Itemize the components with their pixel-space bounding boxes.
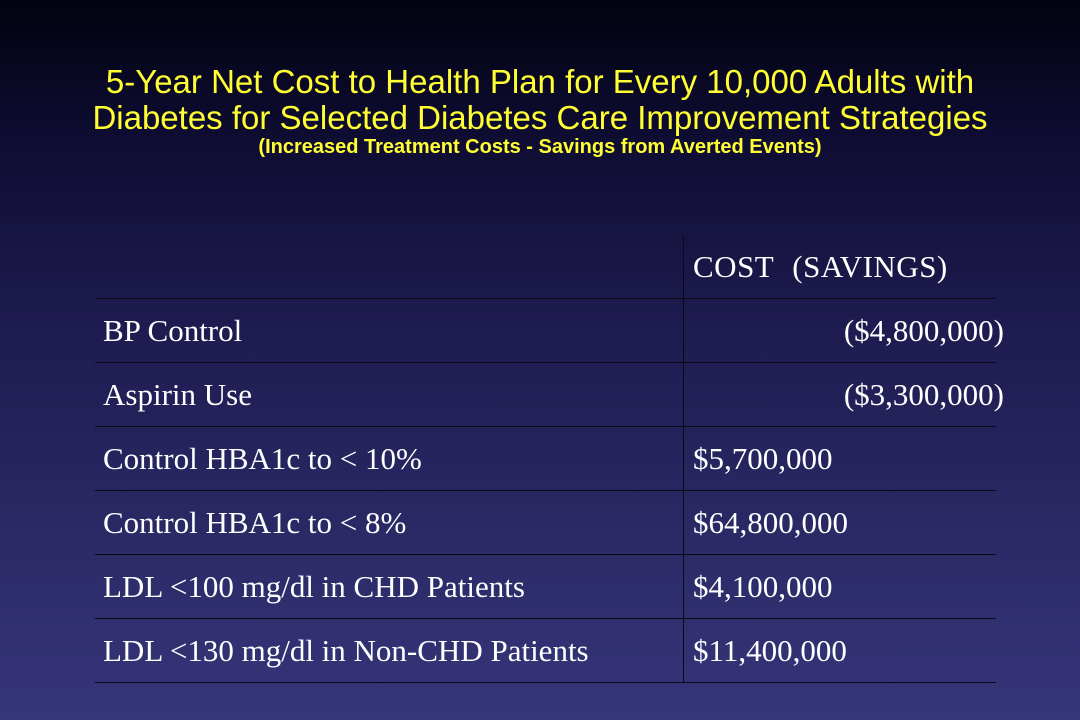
cost-value: $64,800,000 — [683, 490, 996, 555]
strategy-cell: Control HBA1c to < 8% — [95, 490, 684, 555]
value-cell: ($4,800,000) — [683, 298, 1004, 363]
cost-value: $11,400,000 — [683, 618, 996, 683]
table-row: LDL <130 mg/dl in Non-CHD Patients $11,4… — [95, 618, 996, 683]
table-header-row: COST (SAVINGS) — [95, 235, 996, 299]
cost-value: $5,700,000 — [683, 426, 996, 491]
table-row: LDL <100 mg/dl in CHD Patients $4,100,00… — [95, 554, 996, 619]
table-row: Control HBA1c to < 10% $5,700,000 — [95, 426, 996, 491]
table-row: BP Control ($4,800,000) — [95, 298, 1004, 363]
slide-subtitle: (Increased Treatment Costs - Savings fro… — [258, 136, 822, 158]
table-row: Control HBA1c to < 8% $64,800,000 — [95, 490, 996, 555]
strategy-cell: LDL <130 mg/dl in Non-CHD Patients — [95, 618, 684, 683]
slide-title: 5-Year Net Cost to Health Plan for Every… — [0, 63, 1080, 159]
savings-value: ($4,800,000) — [843, 312, 1004, 348]
value-cell: ($3,300,000) — [683, 362, 1004, 427]
table-row: Aspirin Use ($3,300,000) — [95, 362, 1004, 427]
header-value-cell: COST (SAVINGS) — [684, 235, 997, 299]
strategy-cell: Aspirin Use — [95, 362, 684, 427]
cost-value: $4,100,000 — [683, 554, 996, 619]
strategy-cell: LDL <100 mg/dl in CHD Patients — [95, 554, 684, 619]
title-line-1: 5-Year Net Cost to Health Plan for Every… — [105, 63, 975, 100]
strategy-cell: Control HBA1c to < 10% — [95, 426, 684, 491]
header-label-cell — [95, 235, 684, 299]
savings-value: ($3,300,000) — [843, 376, 1004, 412]
strategy-cell: BP Control — [95, 298, 684, 363]
header-cost-label: COST — [693, 248, 775, 284]
cost-savings-table: COST (SAVINGS) BP Control ($4,800,000) As… — [95, 235, 1004, 683]
header-savings-label: (SAVINGS) — [792, 248, 948, 284]
title-line-2: Diabetes for Selected Diabetes Care Impr… — [92, 99, 988, 136]
